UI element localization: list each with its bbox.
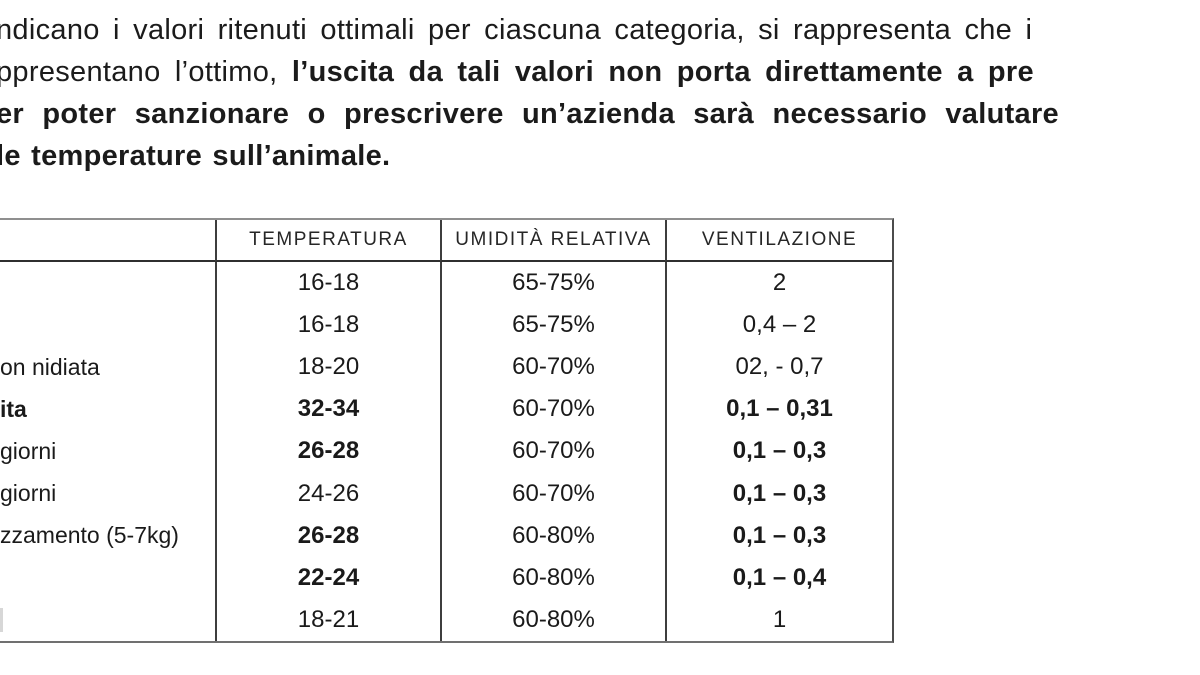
cell-category: zzamento (5-7kg) bbox=[0, 522, 179, 549]
paragraph-line-2-regular: ppresentano l’ottimo, bbox=[0, 56, 292, 88]
header-cell-category bbox=[0, 220, 215, 262]
cell-temperatura: 18-21 bbox=[215, 598, 440, 641]
cell-umidita: 60-70% bbox=[440, 346, 665, 389]
header-cell-umidita-relativa: UMIDITÀ RELATIVA bbox=[440, 220, 665, 262]
cell-temperatura: 22-24 bbox=[215, 556, 440, 599]
cell-ventilazione: 0,4 – 2 bbox=[665, 304, 892, 347]
paragraph-line-2-bold: l’uscita da tali valori non porta dirett… bbox=[291, 56, 1034, 88]
cell-category bbox=[0, 262, 215, 304]
paragraph-line-3: er poter sanzionare o prescrivere un’azi… bbox=[0, 93, 1200, 135]
cell-ventilazione: 1 bbox=[665, 598, 892, 641]
cell-temperatura: 16-18 bbox=[215, 262, 440, 305]
scan-edge-artifact bbox=[0, 608, 3, 632]
cell-category bbox=[0, 599, 215, 641]
header-cell-temperatura: TEMPERATURA bbox=[215, 220, 440, 262]
cell-temperatura: 18-20 bbox=[215, 346, 440, 389]
intro-paragraph: ndicano i valori ritenuti ottimali per c… bbox=[0, 9, 1200, 177]
cell-category: giorni bbox=[0, 437, 57, 464]
cell-temperatura: 32-34 bbox=[215, 388, 440, 431]
cell-ventilazione: 0,1 – 0,4 bbox=[665, 556, 892, 599]
cell-ventilazione: 02, - 0,7 bbox=[665, 346, 892, 389]
paragraph-line-1: ndicano i valori ritenuti ottimali per c… bbox=[0, 9, 1200, 51]
paragraph-line-4-text: le temperature sull’animale. bbox=[0, 140, 391, 172]
cell-umidita: 60-80% bbox=[440, 556, 665, 599]
cell-ventilazione: 0,1 – 0,3 bbox=[665, 514, 892, 557]
paragraph-line-4: le temperature sull’animale. bbox=[0, 135, 1200, 177]
cell-temperatura: 26-28 bbox=[215, 430, 440, 473]
cell-temperatura: 26-28 bbox=[215, 514, 440, 557]
cell-temperatura: 24-26 bbox=[215, 472, 440, 515]
paragraph-line-1-text: ndicano i valori ritenuti ottimali per c… bbox=[0, 14, 1033, 46]
cell-ventilazione: 2 bbox=[665, 262, 892, 305]
cell-ventilazione: 0,1 – 0,3 bbox=[665, 472, 892, 515]
paragraph-line-2: ppresentano l’ottimo, l’uscita da tali v… bbox=[0, 51, 1200, 93]
cell-category: ita bbox=[0, 395, 27, 422]
cell-umidita: 60-80% bbox=[440, 598, 665, 641]
cell-ventilazione: 0,1 – 0,3 bbox=[665, 430, 892, 473]
cell-temperatura: 16-18 bbox=[215, 304, 440, 347]
cell-umidita: 65-75% bbox=[440, 262, 665, 305]
cell-category: on nidiata bbox=[0, 353, 100, 380]
cell-umidita: 60-70% bbox=[440, 430, 665, 473]
cell-umidita: 60-70% bbox=[440, 388, 665, 431]
cell-category bbox=[0, 557, 215, 599]
cell-umidita: 60-70% bbox=[440, 472, 665, 515]
cell-umidita: 60-80% bbox=[440, 514, 665, 557]
paragraph-line-3-text: er poter sanzionare o prescrivere un’azi… bbox=[0, 98, 1059, 130]
header-cell-ventilazione: VENTILAZIONE bbox=[665, 220, 892, 262]
cell-category: giorni bbox=[0, 480, 57, 507]
cell-category bbox=[0, 304, 215, 346]
cell-ventilazione: 0,1 – 0,31 bbox=[665, 388, 892, 431]
cell-umidita: 65-75% bbox=[440, 304, 665, 347]
climate-values-table: TEMPERATURA UMIDITÀ RELATIVA VENTILAZION… bbox=[0, 218, 894, 643]
